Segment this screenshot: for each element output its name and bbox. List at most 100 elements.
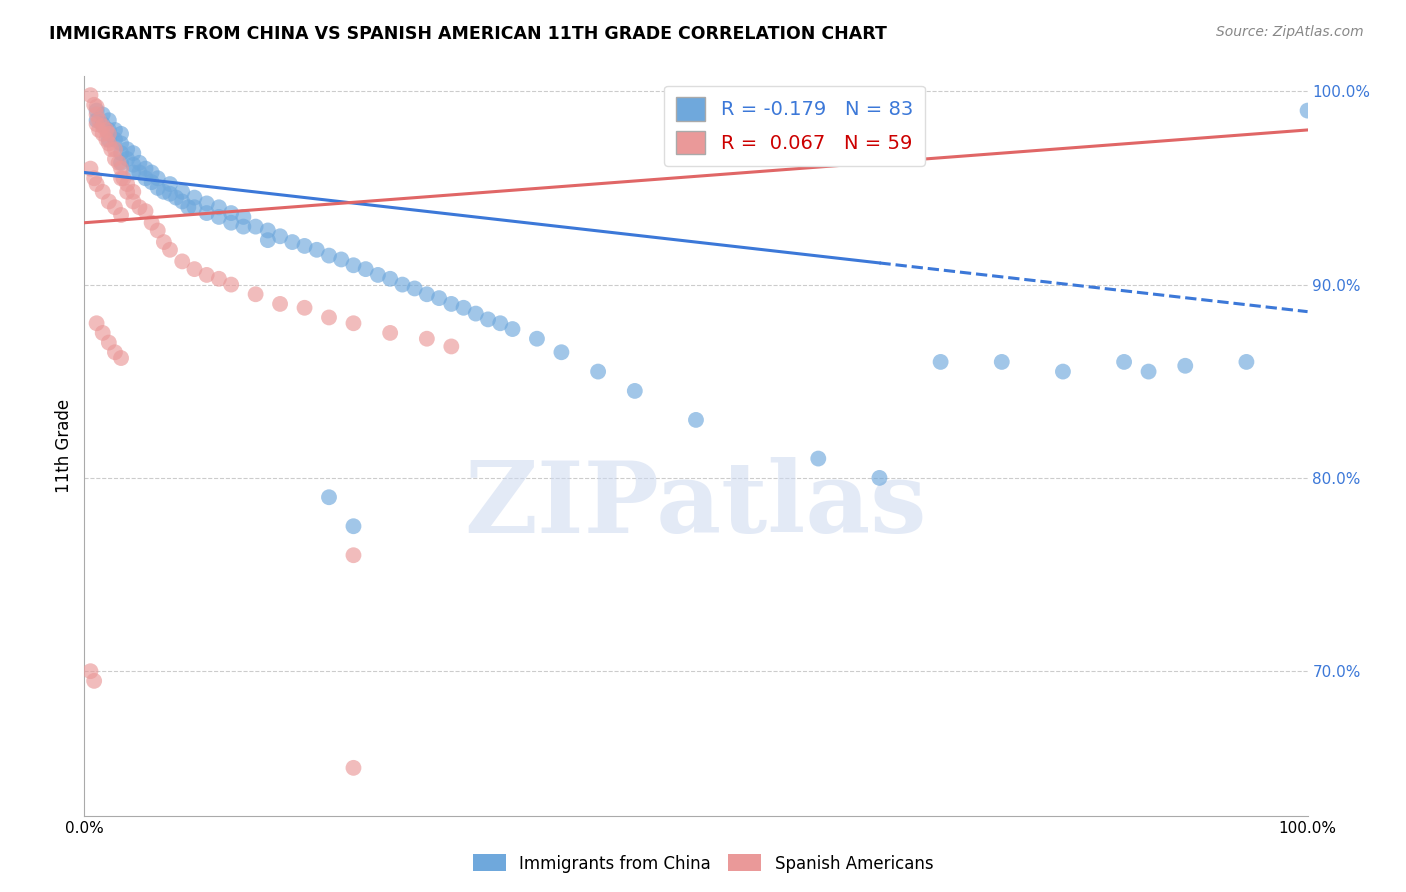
Point — [97, 194, 120, 209]
Point — [318, 310, 340, 325]
Point — [104, 142, 127, 156]
Point — [257, 223, 280, 237]
Point — [115, 142, 138, 156]
Point — [232, 219, 254, 234]
Point — [281, 235, 304, 249]
Point — [245, 287, 267, 301]
Point — [86, 107, 108, 121]
Point — [427, 291, 450, 305]
Point — [86, 103, 108, 118]
Point — [685, 413, 707, 427]
Point — [208, 210, 231, 224]
Point — [83, 98, 105, 112]
Point — [91, 326, 114, 340]
Point — [79, 88, 101, 103]
Point — [219, 216, 242, 230]
Point — [367, 268, 389, 282]
Point — [342, 316, 364, 330]
Point — [177, 200, 200, 214]
Point — [91, 185, 114, 199]
Point — [269, 297, 291, 311]
Point — [305, 243, 328, 257]
Point — [991, 355, 1014, 369]
Point — [91, 119, 114, 133]
Point — [183, 191, 205, 205]
Point — [128, 156, 150, 170]
Point — [172, 254, 194, 268]
Point — [183, 262, 205, 277]
Point — [342, 761, 364, 775]
Point — [122, 185, 145, 199]
Point — [489, 316, 512, 330]
Point — [141, 175, 163, 189]
Point — [128, 200, 150, 214]
Point — [135, 204, 157, 219]
Y-axis label: 11th Grade: 11th Grade — [55, 399, 73, 493]
Point — [929, 355, 952, 369]
Point — [110, 161, 132, 176]
Point — [86, 316, 108, 330]
Point — [135, 171, 157, 186]
Point — [104, 345, 127, 359]
Point — [79, 161, 101, 176]
Point — [91, 127, 114, 141]
Point — [330, 252, 353, 267]
Point — [97, 123, 120, 137]
Point — [219, 277, 242, 292]
Point — [440, 297, 463, 311]
Point — [195, 268, 218, 282]
Point — [342, 519, 364, 533]
Point — [1052, 365, 1074, 379]
Point — [97, 133, 120, 147]
Point — [112, 171, 135, 186]
Point — [245, 219, 267, 234]
Point — [269, 229, 291, 244]
Point — [219, 206, 242, 220]
Point — [172, 185, 194, 199]
Point — [110, 156, 132, 170]
Point — [1236, 355, 1258, 369]
Point — [100, 142, 122, 156]
Point — [83, 673, 105, 688]
Point — [159, 243, 181, 257]
Point — [110, 208, 132, 222]
Point — [502, 322, 524, 336]
Point — [97, 136, 120, 151]
Point — [195, 196, 218, 211]
Point — [110, 127, 132, 141]
Point — [146, 223, 169, 237]
Point — [146, 171, 169, 186]
Point — [146, 181, 169, 195]
Point — [91, 107, 114, 121]
Point — [159, 177, 181, 191]
Point — [110, 171, 132, 186]
Point — [869, 471, 891, 485]
Point — [1296, 103, 1319, 118]
Point — [97, 127, 120, 141]
Point — [141, 216, 163, 230]
Point — [122, 165, 145, 179]
Legend: Immigrants from China, Spanish Americans: Immigrants from China, Spanish Americans — [467, 847, 939, 880]
Text: ZIPatlas: ZIPatlas — [465, 457, 927, 554]
Point — [86, 177, 108, 191]
Point — [110, 136, 132, 151]
Point — [526, 332, 548, 346]
Point — [550, 345, 572, 359]
Point — [141, 165, 163, 179]
Point — [79, 664, 101, 678]
Point — [416, 287, 439, 301]
Point — [183, 200, 205, 214]
Point — [342, 548, 364, 562]
Point — [165, 191, 187, 205]
Point — [83, 171, 105, 186]
Point — [87, 113, 110, 128]
Point — [122, 146, 145, 161]
Point — [135, 161, 157, 176]
Point — [440, 339, 463, 353]
Point — [477, 312, 499, 326]
Point — [128, 165, 150, 179]
Point — [115, 177, 138, 191]
Point — [404, 281, 426, 295]
Point — [115, 152, 138, 166]
Point — [86, 117, 108, 131]
